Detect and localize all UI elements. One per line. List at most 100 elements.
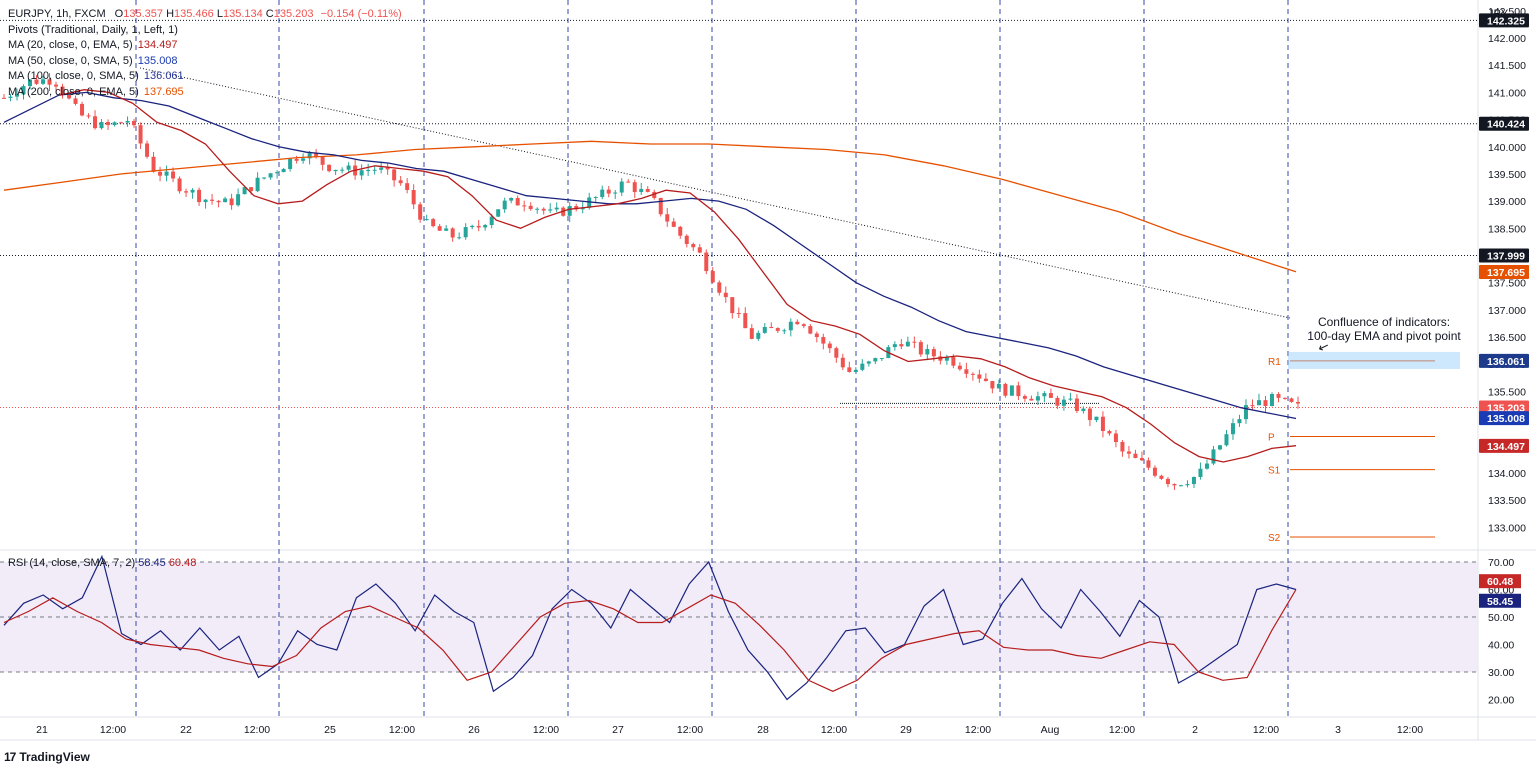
legend-ma50-row[interactable]: MA (50, close, 0, SMA, 5) 135.008 xyxy=(8,54,402,70)
candle-body xyxy=(808,326,813,334)
candle-body xyxy=(463,227,468,238)
candle-body xyxy=(1016,385,1021,397)
candle-body xyxy=(262,177,267,179)
time-axis-tick: 25 xyxy=(324,724,336,736)
candle-body xyxy=(255,177,260,192)
price-axis-badge xyxy=(1479,353,1529,368)
candle-body xyxy=(1289,398,1294,402)
symbol-label[interactable]: EURJPY, 1h, FXCM xyxy=(8,8,106,20)
price-axis-badge-text: 134.497 xyxy=(1487,441,1525,453)
candle-body xyxy=(470,225,475,228)
time-axis-tick: Aug xyxy=(1041,724,1060,736)
candle-body xyxy=(840,357,845,368)
candle-body xyxy=(756,332,761,339)
candle-body xyxy=(574,206,579,210)
candle-body xyxy=(931,349,936,357)
price-axis-badge xyxy=(1479,13,1529,28)
candle-body xyxy=(340,169,345,171)
open-label: O xyxy=(114,8,124,20)
time-axis-tick: 12:00 xyxy=(533,724,559,736)
candle-body xyxy=(457,237,462,239)
candle-body xyxy=(1133,453,1138,458)
price-axis-badge xyxy=(1479,411,1529,426)
rsi-ma-line xyxy=(3,589,1297,692)
candle-body xyxy=(21,86,26,95)
candle-body xyxy=(522,205,527,207)
ma200-label: MA (200, close, 0, EMA, 5) xyxy=(8,85,139,98)
legend-ma20-row[interactable]: MA (20, close, 0, EMA, 5) 134.497 xyxy=(8,38,402,54)
candle-body xyxy=(1113,433,1118,442)
price-axis-badge-text: 135.008 xyxy=(1487,413,1525,425)
candle-body xyxy=(678,226,683,236)
ma20-line xyxy=(59,89,1297,463)
time-axis-tick: 12:00 xyxy=(677,724,703,736)
downtrend-line xyxy=(139,67,1291,319)
ma200-value: 137.695 xyxy=(143,85,184,98)
price-axis-badge-text: 142.325 xyxy=(1487,15,1525,27)
candle-body xyxy=(509,198,514,201)
price-axis-badge-text: 140.424 xyxy=(1487,119,1525,131)
candle-body xyxy=(717,282,722,293)
candle-body xyxy=(1296,401,1300,404)
candle-body xyxy=(736,313,741,315)
price-axis-tick: 137.000 xyxy=(1488,305,1526,317)
legend-ma200-row[interactable]: MA (200, close, 0, EMA, 5) 137.695 xyxy=(8,85,402,101)
candle-body xyxy=(385,167,390,170)
currency-label[interactable]: JPY xyxy=(1488,8,1509,20)
candle-body xyxy=(515,198,520,206)
candle-body xyxy=(957,365,962,370)
candle-body xyxy=(203,199,208,203)
candle-body xyxy=(424,219,429,221)
ma50-value: 135.008 xyxy=(137,54,178,67)
candle-body xyxy=(1159,475,1164,479)
candle-body xyxy=(691,243,696,248)
candle-body xyxy=(1035,396,1040,401)
price-axis-badge-text: 136.061 xyxy=(1487,356,1525,368)
rsi-axis-badge xyxy=(1479,574,1521,589)
price-axis-tick: 138.500 xyxy=(1488,223,1526,235)
time-axis-tick: 28 xyxy=(757,724,769,736)
price-axis-badge-text: 137.695 xyxy=(1487,267,1525,279)
candle-body xyxy=(554,207,559,210)
time-axis-tick: 12:00 xyxy=(100,724,126,736)
candle-body xyxy=(359,170,364,176)
candle-body xyxy=(970,373,975,375)
candle-body xyxy=(1269,393,1274,407)
annotation-text: Confluence of indicators: 100-day EMA an… xyxy=(1304,315,1464,343)
candle-body xyxy=(996,383,1001,389)
candle-body xyxy=(1022,396,1027,399)
candle-body xyxy=(814,333,819,338)
high-value: 135.466 xyxy=(174,8,214,20)
candle-body xyxy=(671,221,676,227)
rsi-axis-tick: 70.00 xyxy=(1488,557,1514,569)
pivot-label-s2: S2 xyxy=(1268,533,1281,544)
rsi-axis-tick: 30.00 xyxy=(1488,667,1514,679)
rsi-legend[interactable]: RSI (14, close, SMA, 7, 2) 58.45 60.48 xyxy=(8,557,196,569)
candle-body xyxy=(606,189,611,194)
time-axis-tick: 22 xyxy=(180,724,192,736)
candle-body xyxy=(528,205,533,210)
legend-ma100-row[interactable]: MA (100, close, 0, SMA, 5) 136.061 xyxy=(8,69,402,85)
price-axis-badge xyxy=(1479,248,1529,263)
candle-body xyxy=(619,181,624,193)
tradingview-logo[interactable]: 17 TradingView xyxy=(4,750,90,764)
pivot-label-p: P xyxy=(1268,432,1275,443)
candle-body xyxy=(8,96,13,98)
price-axis-tick: 142.000 xyxy=(1488,33,1526,45)
legend-pivots-row[interactable]: Pivots (Traditional, Daily, 1, Left, 1) xyxy=(8,23,402,39)
candle-body xyxy=(749,328,754,339)
candle-body xyxy=(658,198,663,215)
candle-body xyxy=(905,341,910,347)
candle-body xyxy=(899,344,904,347)
time-axis-tick: 12:00 xyxy=(965,724,991,736)
time-axis-tick: 21 xyxy=(36,724,48,736)
candle-body xyxy=(866,361,871,364)
candle-body xyxy=(925,349,930,355)
candle-body xyxy=(333,169,338,172)
price-axis-tick: 141.500 xyxy=(1488,60,1526,72)
candle-body xyxy=(1042,393,1047,397)
candle-body xyxy=(216,200,221,203)
pivots-label: Pivots (Traditional, Daily, 1, Left, 1) xyxy=(8,23,178,36)
candle-body xyxy=(801,324,806,327)
